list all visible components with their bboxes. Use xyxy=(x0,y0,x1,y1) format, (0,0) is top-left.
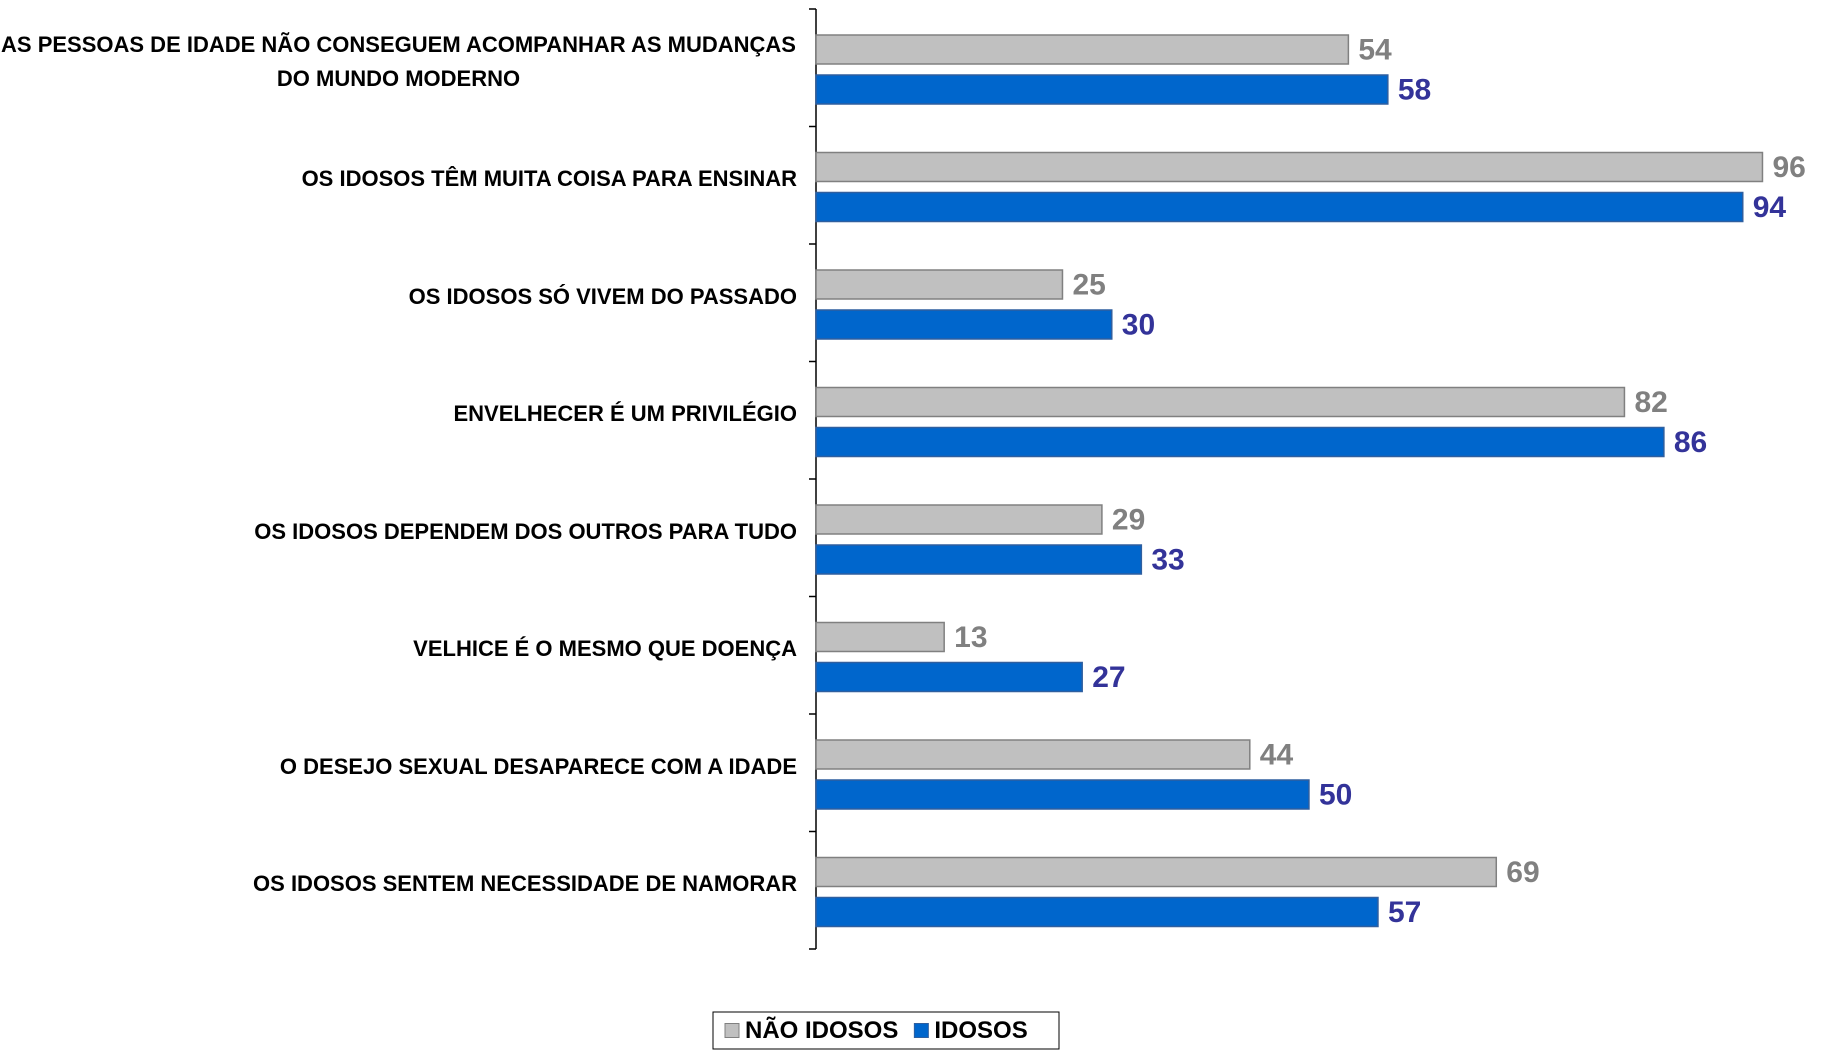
value-label: 50 xyxy=(1319,778,1352,811)
value-label: 25 xyxy=(1072,268,1105,301)
bar xyxy=(815,856,1498,888)
category-text: AS PESSOAS DE IDADE NÃO CONSEGUEM ACOMPA… xyxy=(1,31,796,91)
category-text: ENVELHECER É UM PRIVILÉGIO xyxy=(453,401,798,427)
legend-label: NÃO IDOSOS xyxy=(745,1016,898,1044)
value-label: 82 xyxy=(1634,386,1667,419)
value-label: 13 xyxy=(954,621,987,654)
category-label: AS PESSOAS DE IDADE NÃO CONSEGUEM ACOMPA… xyxy=(0,28,797,96)
category-text: OS IDOSOS DEPENDEM DOS OUTROS PARA TUDO xyxy=(254,518,797,544)
legend-swatch xyxy=(913,1023,929,1038)
value-label: 27 xyxy=(1092,661,1125,694)
bar xyxy=(815,151,1764,183)
value-label: 69 xyxy=(1506,856,1539,889)
bar xyxy=(815,661,1083,693)
bar xyxy=(815,386,1626,418)
category-text: OS IDOSOS SÓ VIVEM DO PASSADO xyxy=(408,283,797,309)
category-label: O DESEJO SEXUAL DESAPARECE COM A IDADE xyxy=(0,750,797,784)
category-label: ENVELHECER É UM PRIVILÉGIO xyxy=(0,397,798,431)
category-text: OS IDOSOS SENTEM NECESSIDADE DE NAMORAR xyxy=(253,871,797,897)
category-label: OS IDOSOS SÓ VIVEM DO PASSADO xyxy=(0,280,797,314)
value-label: 29 xyxy=(1112,503,1145,536)
bar xyxy=(815,504,1103,535)
category-text: O DESEJO SEXUAL DESAPARECE COM A IDADE xyxy=(279,753,797,779)
bar xyxy=(815,74,1389,105)
category-label: OS IDOSOS SENTEM NECESSIDADE DE NAMORAR xyxy=(0,867,797,901)
category-label: VELHICE É O MESMO QUE DOENÇA xyxy=(0,632,797,666)
legend-swatch xyxy=(724,1023,740,1038)
category-label: OS IDOSOS TÊM MUITA COISA PARA ENSINAR xyxy=(0,162,797,196)
bar xyxy=(815,34,1350,65)
value-label: 54 xyxy=(1358,33,1392,66)
legend-box xyxy=(712,1011,1060,1050)
bar xyxy=(815,621,945,653)
value-label: 57 xyxy=(1388,896,1421,929)
bar xyxy=(815,779,1310,810)
bar xyxy=(815,896,1379,928)
bar xyxy=(815,544,1143,575)
bar xyxy=(815,309,1113,340)
value-label: 30 xyxy=(1122,308,1155,341)
value-label: 58 xyxy=(1398,73,1431,106)
category-text: VELHICE É O MESMO QUE DOENÇA xyxy=(413,636,797,662)
value-label: 96 xyxy=(1772,151,1805,184)
value-label: 86 xyxy=(1674,426,1707,459)
value-label: 44 xyxy=(1260,738,1294,771)
bar xyxy=(815,739,1251,770)
bar xyxy=(815,191,1744,223)
bar xyxy=(815,269,1064,300)
bar xyxy=(815,426,1665,458)
value-label: 94 xyxy=(1753,191,1787,224)
category-label: OS IDOSOS DEPENDEM DOS OUTROS PARA TUDO xyxy=(0,515,797,549)
category-text: OS IDOSOS TÊM MUITA COISA PARA ENSINAR xyxy=(301,166,797,192)
value-label: 33 xyxy=(1151,543,1184,576)
legend-label: IDOSOS xyxy=(934,1017,1027,1044)
